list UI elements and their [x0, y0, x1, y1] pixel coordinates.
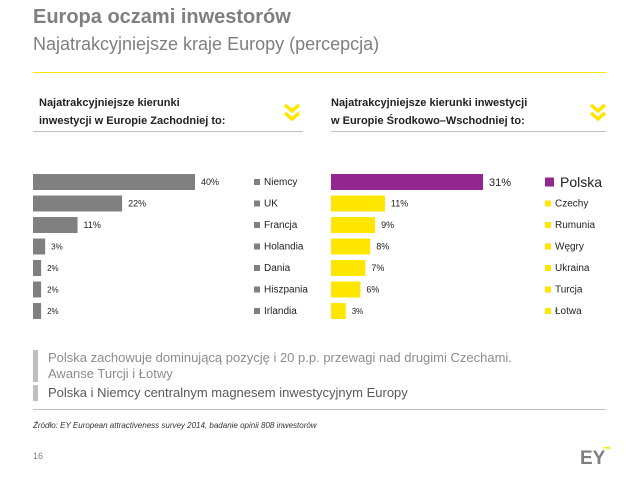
legend-label: Ukraina — [555, 263, 590, 274]
legend-label: UK — [264, 199, 278, 210]
right-panel-divider — [331, 131, 606, 132]
note-text-highlight: Polska i Niemcy centralnym magnesem inwe… — [48, 385, 408, 400]
note-marker — [33, 385, 38, 401]
data-label: 7% — [371, 263, 384, 273]
western-europe-bar-chart: 40% Niemcy 22% UK 11% Francja 3% Holandia 2% Dani… — [33, 174, 308, 319]
legend-swatch — [254, 286, 260, 293]
data-label: 3% — [352, 307, 364, 316]
legend-label: Węgry — [555, 242, 584, 253]
bar — [331, 174, 483, 190]
bar — [331, 238, 371, 255]
data-label: 22% — [128, 199, 146, 209]
bar — [33, 195, 123, 212]
data-label: 11% — [391, 199, 408, 209]
bar — [33, 174, 195, 190]
double-chevron-down-icon — [283, 103, 301, 122]
legend-swatch — [545, 308, 551, 314]
legend-label: Łotwa — [555, 306, 582, 317]
legend-label: Holandia — [264, 242, 304, 253]
left-panel-divider — [33, 131, 303, 132]
legend-label: Dania — [264, 263, 291, 274]
bar — [33, 260, 42, 276]
legend-label: Turcja — [555, 285, 583, 296]
bar — [33, 217, 78, 233]
bar — [331, 281, 361, 298]
legend-swatch — [545, 286, 551, 293]
data-label: 9% — [381, 220, 394, 230]
data-label: 8% — [376, 242, 389, 252]
data-label: 6% — [366, 285, 379, 295]
bar — [33, 281, 42, 298]
legend-swatch — [254, 179, 260, 185]
page-number: 16 — [33, 451, 44, 461]
legend-swatch — [254, 265, 260, 271]
note-marker — [33, 350, 38, 382]
data-label: 3% — [51, 243, 63, 252]
legend-swatch — [254, 222, 260, 228]
bar — [331, 195, 385, 212]
bar — [331, 303, 346, 319]
legend-swatch — [254, 200, 260, 207]
legend-label: Francja — [264, 220, 298, 231]
double-chevron-down-icon — [589, 103, 607, 122]
bar — [331, 217, 376, 233]
title-divider — [33, 72, 606, 73]
legend-swatch — [545, 222, 551, 228]
legend-swatch — [545, 200, 551, 207]
cee-bar-chart: 31% Polska 11% Czechy 9% Rumunia 8% Węgry 7% Ukra… — [331, 174, 602, 319]
data-label: 2% — [47, 307, 59, 316]
notes-divider — [33, 409, 606, 410]
left-panel-heading: Najatrakcyjniejsze kierunki inwestycji w… — [39, 97, 226, 127]
legend-label: Polska — [560, 174, 602, 190]
legend-swatch — [545, 243, 551, 250]
source-note: Źródło: EY European attractiveness surve… — [33, 421, 317, 430]
bar — [33, 303, 42, 319]
bar — [33, 238, 46, 255]
note-text: Polska zachowuje dominującą pozycję i 20… — [48, 350, 512, 381]
legend-label: Irlandia — [264, 306, 297, 317]
legend-label: Niemcy — [264, 177, 297, 188]
page-title: Europa oczami inwestorów — [33, 6, 291, 28]
data-label: 40% — [201, 177, 219, 187]
legend-swatch — [254, 243, 260, 250]
right-panel-heading: Najatrakcyjniejsze kierunki inwestycji w… — [331, 97, 528, 127]
legend-label: Rumunia — [555, 220, 595, 231]
page-subtitle: Najatrakcyjniejsze kraje Europy (percepc… — [33, 34, 380, 54]
ey-logo: EY — [580, 447, 610, 467]
bar — [331, 260, 366, 276]
legend-swatch — [545, 265, 551, 271]
data-label: 2% — [47, 286, 59, 295]
data-label: 2% — [47, 264, 59, 273]
legend-swatch — [254, 308, 260, 314]
data-label: 31% — [489, 177, 511, 189]
svg-text:EY: EY — [580, 448, 606, 467]
legend-swatch — [545, 177, 554, 187]
legend-label: Hiszpania — [264, 285, 308, 296]
legend-label: Czechy — [555, 199, 588, 210]
data-label: 11% — [84, 220, 101, 230]
